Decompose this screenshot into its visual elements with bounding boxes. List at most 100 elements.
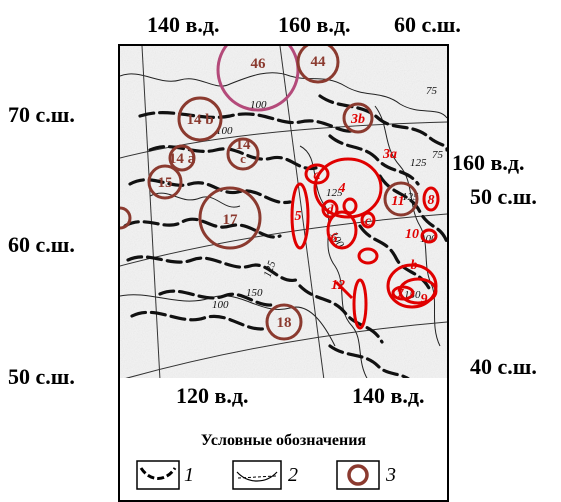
circle-14c bbox=[226, 137, 260, 171]
label-5: 5 bbox=[295, 209, 302, 224]
label-44: 44 bbox=[311, 54, 327, 70]
red-ellipse-c2 bbox=[360, 211, 376, 229]
isoline-se-1 bbox=[298, 284, 384, 344]
coord-label-top-160e: 160 в.д. bbox=[278, 12, 351, 37]
bottom-coordinate-strip: 120 в.д. 140 в.д. bbox=[118, 378, 449, 422]
red-ellipse-d bbox=[321, 199, 339, 219]
label-17: 17 bbox=[223, 212, 239, 228]
coord-label-top-140e: 140 в.д. bbox=[147, 12, 220, 37]
label-14c: 14 bbox=[236, 137, 252, 153]
circle-18 bbox=[265, 303, 303, 341]
isoline-100-north bbox=[138, 111, 357, 133]
red-ellipse-9 bbox=[398, 277, 438, 305]
label-11: 11 bbox=[391, 194, 404, 209]
label-a: a bbox=[314, 168, 321, 183]
coastline-river bbox=[149, 192, 241, 208]
isoline-label: 100 bbox=[212, 299, 229, 311]
circle-15 bbox=[147, 164, 183, 200]
red-ellipse-10 bbox=[420, 228, 438, 244]
label-7: 7 bbox=[397, 287, 405, 302]
isoline-label: 75 bbox=[426, 85, 438, 97]
red-labels: 3b 3a a 4 5 d c 6 11 8 10 b 12 7 9 bbox=[295, 112, 435, 307]
coastline-arctic-east bbox=[289, 75, 447, 119]
isoline-label: 125 bbox=[262, 259, 279, 279]
label-12: 12 bbox=[331, 278, 345, 293]
label-8: 8 bbox=[428, 193, 435, 208]
coastline-kamchatka bbox=[374, 105, 441, 347]
coord-label-right-50n: 50 с.ш. bbox=[470, 184, 537, 209]
map-panel: 100 100 75 125 125 100 150 125 150 100 1… bbox=[118, 44, 449, 382]
red-ellipse-a bbox=[304, 163, 330, 185]
isoline-150 bbox=[158, 289, 278, 307]
legend-dashed-isoline-icon bbox=[136, 460, 180, 490]
legend-circle-icon bbox=[336, 460, 380, 490]
isoline-label: 150 bbox=[246, 287, 263, 299]
label-4: 4 bbox=[338, 181, 346, 196]
label-9: 9 bbox=[421, 292, 428, 307]
graticule bbox=[120, 46, 447, 380]
isoline-ne-2 bbox=[328, 134, 420, 186]
label-3a: 3a bbox=[382, 147, 397, 162]
isoline-label: 75 bbox=[432, 149, 444, 161]
red-ellipse-c bbox=[342, 197, 358, 215]
coord-label-left-60n: 60 с.ш. bbox=[8, 232, 75, 257]
graticule-lon-140 bbox=[279, 46, 325, 380]
brown-circles bbox=[120, 46, 419, 341]
coord-label-bottom-140e: 140 в.д. bbox=[352, 383, 425, 408]
circle-3b bbox=[342, 102, 374, 134]
legend: Условные обозначения 1 2 3 bbox=[118, 420, 449, 502]
label-46: 46 bbox=[251, 56, 267, 72]
isoline-a bbox=[148, 145, 318, 171]
label-c: c bbox=[365, 214, 372, 229]
legend-title: Условные обозначения bbox=[200, 432, 367, 449]
coord-label-right-160e: 160 в.д. bbox=[452, 150, 525, 175]
label-10: 10 bbox=[405, 227, 419, 242]
isoline-b bbox=[128, 178, 292, 205]
isoline-label: 100 bbox=[250, 99, 267, 111]
graticule-lat-60 bbox=[120, 213, 447, 267]
red-ellipse-7 bbox=[391, 285, 415, 301]
isoline-d bbox=[126, 255, 298, 282]
coastline-arctic bbox=[120, 72, 291, 87]
red-ellipse-8 bbox=[422, 186, 440, 212]
red-stroke-12 bbox=[334, 280, 354, 300]
label-3b: 3b bbox=[350, 112, 365, 127]
legend-item-2: 2 bbox=[288, 464, 298, 486]
circle-11 bbox=[383, 181, 419, 217]
circle-17 bbox=[198, 186, 262, 250]
circle-edge bbox=[120, 206, 132, 230]
isoline-se-2 bbox=[328, 344, 412, 380]
circle-14b bbox=[177, 96, 223, 142]
legend-item-1: 1 bbox=[184, 464, 194, 486]
circle-14a bbox=[168, 144, 196, 172]
label-b: b bbox=[411, 258, 418, 273]
coastlines bbox=[120, 72, 447, 380]
map-canvas: 100 100 75 125 125 100 150 125 150 100 1… bbox=[120, 46, 447, 380]
brown-labels: 46 44 14 b 14 a 14 c 15 17 18 bbox=[158, 54, 327, 331]
isoline-c bbox=[123, 217, 282, 239]
coord-label-top-60n: 60 с.ш. bbox=[394, 12, 461, 37]
isoline-ne-3 bbox=[378, 174, 447, 244]
label-6: 6 bbox=[331, 231, 338, 246]
label-14a: 14 a bbox=[169, 151, 196, 167]
red-ellipse-4 bbox=[313, 157, 383, 219]
coastline-south bbox=[120, 294, 336, 347]
label-d: d bbox=[327, 203, 335, 218]
isoline-100-south bbox=[130, 310, 270, 331]
red-ellipse-5 bbox=[290, 182, 310, 250]
isolines bbox=[123, 94, 447, 380]
red-ellipse-12 bbox=[352, 278, 368, 330]
coord-label-left-70n: 70 с.ш. bbox=[8, 102, 75, 127]
label-15: 15 bbox=[158, 175, 173, 191]
legend-coastline-icon bbox=[232, 460, 282, 490]
graticule-lon-120 bbox=[141, 46, 161, 380]
red-markers bbox=[290, 157, 440, 330]
label-14c-sub: c bbox=[240, 151, 246, 166]
coord-label-bottom-120e: 120 в.д. bbox=[176, 383, 249, 408]
label-14b: 14 b bbox=[186, 112, 213, 128]
graticule-lat-50 bbox=[120, 321, 447, 380]
isoline-label: 125 bbox=[410, 157, 427, 169]
circle-44 bbox=[296, 46, 340, 84]
circle-46 bbox=[216, 46, 300, 112]
legend-item-3: 3 bbox=[386, 464, 396, 486]
